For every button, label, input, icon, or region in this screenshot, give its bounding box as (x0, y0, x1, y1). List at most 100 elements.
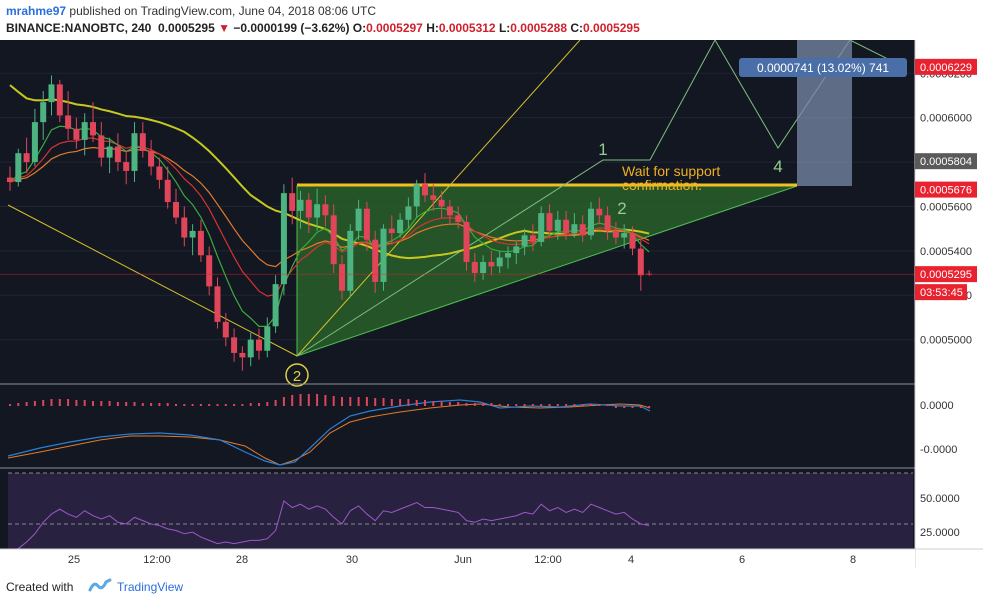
publish-line: mrahme97 published on TradingView.com, J… (6, 4, 376, 18)
candle-body (446, 206, 453, 216)
footer: Created with TradingView (0, 568, 983, 605)
symbol: BINANCE:NANOBTC, 240 (6, 21, 152, 35)
macd-pane (7, 394, 651, 466)
price-axis[interactable] (915, 40, 983, 568)
candle-body (264, 326, 271, 351)
candle-body (123, 162, 130, 171)
price-tag-box (915, 153, 977, 170)
candle-body (65, 115, 72, 129)
candle-body (438, 199, 445, 207)
wave-path-1[interactable] (296, 40, 716, 357)
candle-body (372, 239, 379, 282)
price-tag-label: 0.0005676 (920, 185, 972, 197)
candle-body (579, 224, 586, 236)
time-label: 4 (628, 554, 634, 566)
candle-body (596, 208, 603, 216)
last-price: 0.0005295 (158, 21, 215, 35)
candle-body (330, 215, 337, 265)
wave-circle (285, 363, 309, 387)
candle-body (397, 219, 404, 234)
candle-body (81, 122, 88, 140)
open-value: 0.0005297 (366, 21, 423, 35)
candle-body (347, 230, 354, 291)
time-label: Jun (454, 554, 472, 566)
candle-body (189, 230, 196, 238)
header: mrahme97 published on TradingView.com, J… (0, 0, 983, 40)
candle-body (214, 286, 221, 322)
candle-body (289, 193, 296, 211)
macd-histogram (9, 394, 651, 408)
wave-label-4: 4 (773, 157, 782, 176)
time-labels: 25 12:00 28 30 Jun 12:00 4 6 8 (68, 554, 856, 566)
candle-body (637, 248, 644, 276)
candle-body (621, 233, 628, 238)
downtrend-line[interactable] (7, 204, 298, 357)
candle-body (496, 257, 503, 267)
time-label: 30 (346, 554, 358, 566)
candle-body (222, 321, 229, 338)
low-label: L: (498, 21, 511, 35)
candle-body (31, 122, 38, 163)
price-tag-label: 0.0005804 (920, 156, 972, 168)
symbol-line: BINANCE:NANOBTC, 240 0.0005295 ▼ −0.0000… (6, 21, 640, 35)
macd-tick-0: 0.0000 (920, 400, 954, 412)
price-tick-label: 0.0005400 (920, 246, 972, 258)
time-label: 12:00 (143, 554, 171, 566)
candle-body (239, 352, 246, 358)
candle-body (471, 261, 478, 274)
time-label: 28 (236, 554, 248, 566)
tradingview-logo-icon[interactable] (88, 577, 112, 593)
candle-body (422, 184, 428, 196)
candle-body (164, 179, 171, 203)
candle-body (7, 177, 13, 183)
candle-body (322, 204, 329, 216)
uptrend-line[interactable] (296, 40, 581, 357)
rsi-line (9, 500, 650, 556)
low-value: 0.0005288 (510, 21, 568, 35)
price-tag-label: 0.0005295 (920, 269, 972, 281)
down-arrow-icon: ▼ (218, 21, 230, 35)
candle-body (206, 255, 213, 287)
created-with-text: Created with (6, 580, 74, 594)
candle-body (73, 128, 80, 140)
candle-body (247, 339, 254, 358)
countdown-label: 03:53:45 (920, 287, 963, 299)
candle-body (305, 199, 312, 218)
candle-body (339, 264, 345, 291)
candle-body (314, 204, 321, 218)
macd-tick-1: -0.0000 (920, 444, 957, 456)
candle-body (156, 166, 163, 180)
author-link[interactable]: mrahme97 (6, 4, 67, 18)
candle-body (413, 184, 420, 207)
candle-body (505, 253, 511, 258)
measure-label: 0.0000741 (13.02%) 741 (757, 61, 889, 75)
candle-body (148, 150, 155, 167)
tradingview-link[interactable]: TradingView (117, 580, 184, 594)
time-label: 8 (850, 554, 856, 566)
candle-body (90, 122, 96, 136)
time-axis[interactable] (0, 549, 915, 568)
candle-body (629, 233, 636, 249)
candle-body (98, 135, 105, 158)
price-tag-box (915, 181, 977, 198)
candle-body (106, 146, 113, 158)
candles (7, 75, 653, 371)
candle-body (48, 84, 55, 103)
high-label: H: (426, 21, 439, 35)
published-text: published on TradingView.com, June 04, 2… (69, 4, 377, 18)
rsi-tick-25: 25.0000 (920, 527, 960, 539)
price-tags: 0.0006229 0.0005804 0.0005676 0.0005295 03:5… (915, 58, 977, 301)
countdown-box (915, 284, 967, 301)
candle-body (463, 221, 470, 262)
close-label: C: (570, 21, 584, 35)
candle-body (114, 146, 121, 163)
candle-body (131, 133, 138, 171)
candle-body (455, 215, 462, 222)
candle-body (56, 84, 63, 116)
price-tick-label: 0.0005000 (920, 335, 972, 347)
time-label: 6 (739, 554, 745, 566)
chart-area[interactable]: 0.0000741 (13.02%) 741 Wait for support … (0, 40, 983, 568)
candle-body (256, 339, 262, 351)
candle-body (380, 228, 387, 282)
price-tag-box (915, 266, 977, 283)
